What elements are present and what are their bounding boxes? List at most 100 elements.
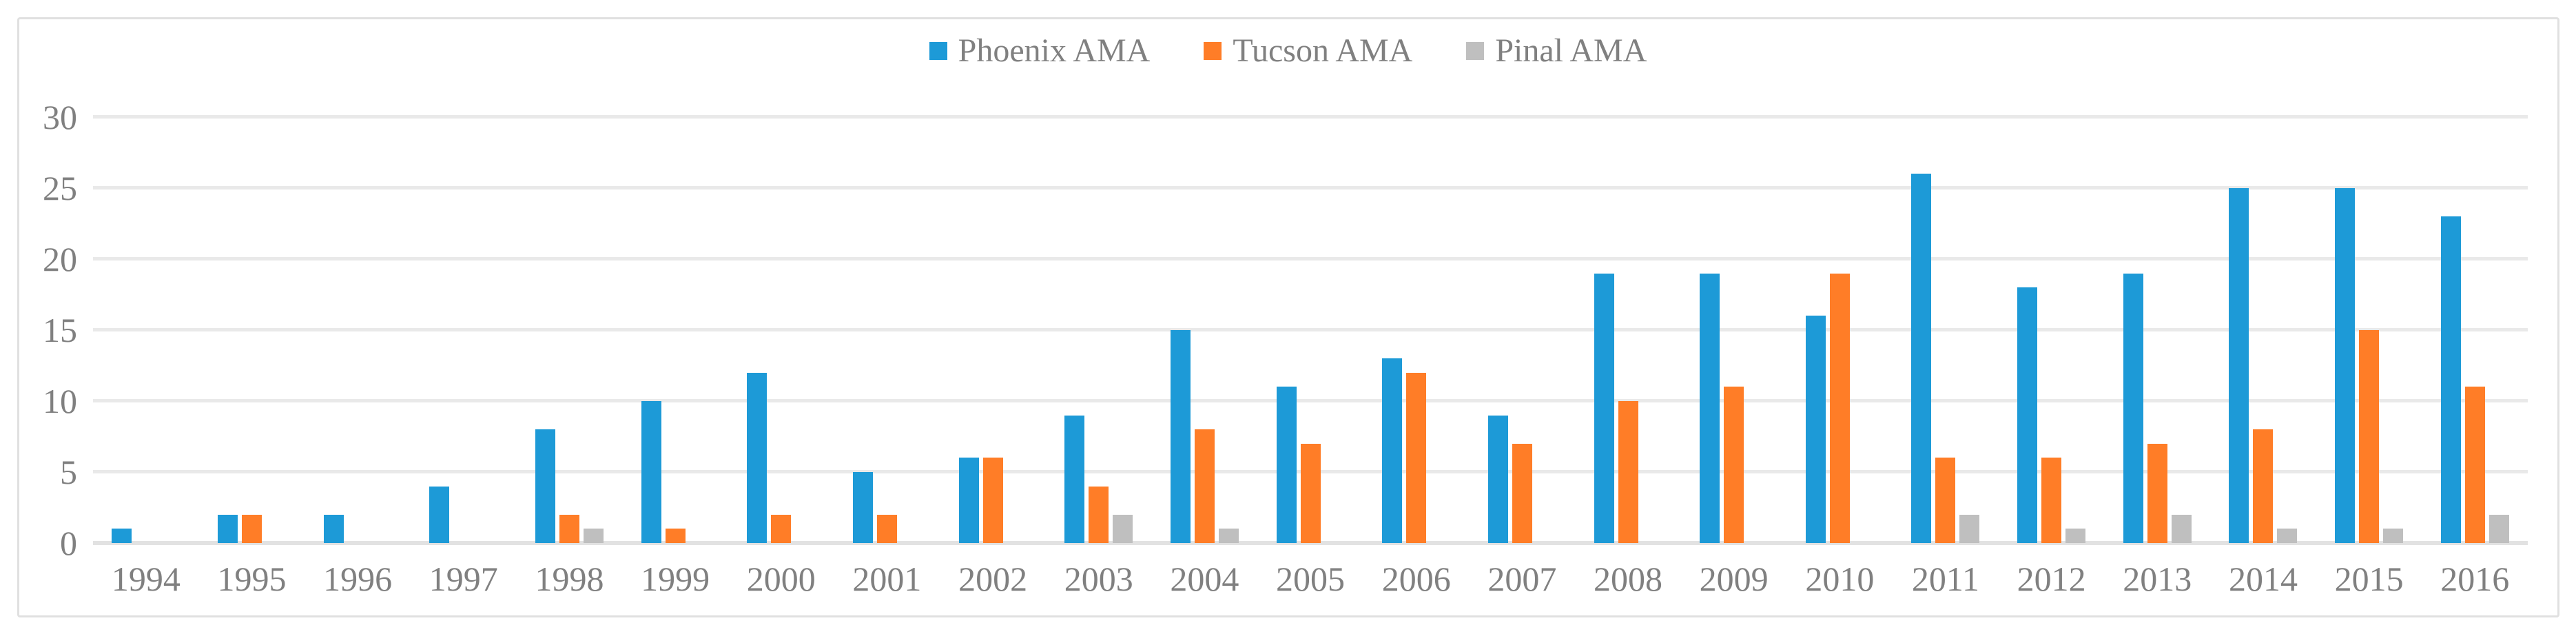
bar-phoenix-ama-2016 xyxy=(2440,216,2461,543)
bar-group-1999 xyxy=(622,117,728,543)
bar-tucson-ama-2007 xyxy=(1512,443,1532,543)
x-axis-label-2009: 2009 xyxy=(1699,560,1769,598)
x-axis-label-2008: 2008 xyxy=(1594,560,1663,598)
bar-phoenix-ama-2009 xyxy=(1700,273,1720,543)
x-axis-label-2013: 2013 xyxy=(2123,560,2192,598)
y-axis-tick-label-25: 25 xyxy=(43,169,77,207)
bar-group-2001 xyxy=(834,117,940,543)
bar-tucson-ama-2010 xyxy=(1829,273,1850,543)
bar-phoenix-ama-2011 xyxy=(1911,174,1932,543)
y-axis-tick-label-0: 0 xyxy=(60,524,77,562)
bar-group-2005 xyxy=(1257,117,1363,543)
bar-phoenix-ama-1997 xyxy=(429,486,450,543)
bar-group-2011 xyxy=(1893,117,1999,543)
bar-tucson-ama-1999 xyxy=(665,529,686,543)
bar-group-2004 xyxy=(1152,117,1258,543)
bar-tucson-ama-2004 xyxy=(1194,429,1215,543)
bar-tucson-ama-2003 xyxy=(1089,486,1109,543)
y-axis-tick-label-30: 30 xyxy=(43,98,77,136)
bar-phoenix-ama-2004 xyxy=(1170,330,1191,543)
bar-phoenix-ama-2013 xyxy=(2123,273,2143,543)
legend-label-tucson-ama: Tucson AMA xyxy=(1233,32,1413,69)
bar-tucson-ama-2001 xyxy=(876,514,897,543)
bar-phoenix-ama-2000 xyxy=(747,372,767,543)
plot-area xyxy=(93,115,2528,545)
x-axis-label-2007: 2007 xyxy=(1487,560,1557,598)
x-axis-label-2011: 2011 xyxy=(1911,560,1980,598)
bar-phoenix-ama-2008 xyxy=(1594,273,1614,543)
bar-group-2002 xyxy=(940,117,1046,543)
bar-group-1997 xyxy=(411,117,517,543)
gridline-10 xyxy=(93,399,2528,403)
bar-group-1994 xyxy=(93,117,199,543)
bar-tucson-ama-2016 xyxy=(2464,387,2485,543)
bar-group-2013 xyxy=(2104,117,2210,543)
bar-pinal-ama-2013 xyxy=(2171,514,2192,543)
bar-pinal-ama-2014 xyxy=(2277,529,2298,543)
bar-pinal-ama-2016 xyxy=(2489,514,2509,543)
x-axis-label-2014: 2014 xyxy=(2228,560,2298,598)
bar-pinal-ama-2012 xyxy=(2065,529,2086,543)
gridline-25 xyxy=(93,186,2528,190)
bar-group-1996 xyxy=(305,117,411,543)
x-axis-label-2004: 2004 xyxy=(1170,560,1239,598)
bar-phoenix-ama-1998 xyxy=(535,429,555,543)
y-axis-tick-label-20: 20 xyxy=(43,240,77,278)
bar-tucson-ama-2008 xyxy=(1618,401,1638,543)
x-axis-label-1996: 1996 xyxy=(323,560,393,598)
legend-swatch-pinal-icon xyxy=(1466,42,1485,61)
x-axis-label-2016: 2016 xyxy=(2440,560,2510,598)
legend: Phoenix AMA Tucson AMA Pinal AMA xyxy=(0,32,2576,70)
bar-phoenix-ama-1995 xyxy=(217,514,238,543)
bar-group-1995 xyxy=(199,117,305,543)
bar-phoenix-ama-2012 xyxy=(2017,287,2038,543)
bar-phoenix-ama-2005 xyxy=(1276,387,1297,543)
x-axis-line xyxy=(93,541,2528,545)
x-axis-label-2003: 2003 xyxy=(1064,560,1133,598)
bar-tucson-ama-2013 xyxy=(2147,443,2167,543)
x-axis-label-2001: 2001 xyxy=(852,560,922,598)
bar-phoenix-ama-2006 xyxy=(1382,358,1403,543)
legend-item-tucson-ama: Tucson AMA xyxy=(1204,32,1413,70)
bar-phoenix-ama-1994 xyxy=(112,529,132,543)
bar-tucson-ama-2006 xyxy=(1406,372,1427,543)
gridline-15 xyxy=(93,328,2528,331)
bar-phoenix-ama-1999 xyxy=(641,401,661,543)
bar-tucson-ama-1995 xyxy=(241,514,262,543)
x-axis-label-1994: 1994 xyxy=(111,560,181,598)
y-axis-tick-label-15: 15 xyxy=(43,311,77,349)
bar-tucson-ama-2015 xyxy=(2359,330,2380,543)
bar-group-2007 xyxy=(1470,117,1576,543)
x-axis-label-1995: 1995 xyxy=(217,560,287,598)
bars-layer xyxy=(93,117,2528,543)
bar-group-2016 xyxy=(2422,117,2528,543)
bar-group-2015 xyxy=(2316,117,2422,543)
bar-tucson-ama-2009 xyxy=(1724,387,1744,543)
x-axis-label-2002: 2002 xyxy=(958,560,1028,598)
x-axis-label-2015: 2015 xyxy=(2334,560,2404,598)
bar-group-2009 xyxy=(1681,117,1787,543)
gridline-30 xyxy=(93,115,2528,119)
bar-group-2003 xyxy=(1046,117,1152,543)
bar-phoenix-ama-2001 xyxy=(852,472,873,543)
bar-tucson-ama-2014 xyxy=(2253,429,2274,543)
bar-phoenix-ama-2010 xyxy=(1805,316,1826,543)
y-axis: 0 5 10 15 20 25 30 xyxy=(0,100,77,560)
bar-tucson-ama-2000 xyxy=(771,514,792,543)
bar-tucson-ama-2012 xyxy=(2041,458,2062,543)
bar-group-2006 xyxy=(1363,117,1470,543)
bar-group-2014 xyxy=(2210,117,2316,543)
bar-pinal-ama-2015 xyxy=(2383,529,2404,543)
bar-group-2010 xyxy=(1787,117,1893,543)
bar-phoenix-ama-1996 xyxy=(323,514,344,543)
bar-group-2012 xyxy=(1999,117,2105,543)
x-axis-label-2006: 2006 xyxy=(1381,560,1451,598)
bar-phoenix-ama-2015 xyxy=(2335,188,2356,543)
legend-swatch-tucson-icon xyxy=(1204,42,1222,61)
x-axis: 1994 1995 1996 1997 1998 1999 2000 2001 2002 2003… xyxy=(93,560,2528,600)
x-axis-label-1997: 1997 xyxy=(429,560,498,598)
bar-pinal-ama-2004 xyxy=(1218,529,1239,543)
bar-phoenix-ama-2007 xyxy=(1487,415,1508,543)
x-axis-label-2012: 2012 xyxy=(2017,560,2086,598)
bar-tucson-ama-2002 xyxy=(982,458,1003,543)
